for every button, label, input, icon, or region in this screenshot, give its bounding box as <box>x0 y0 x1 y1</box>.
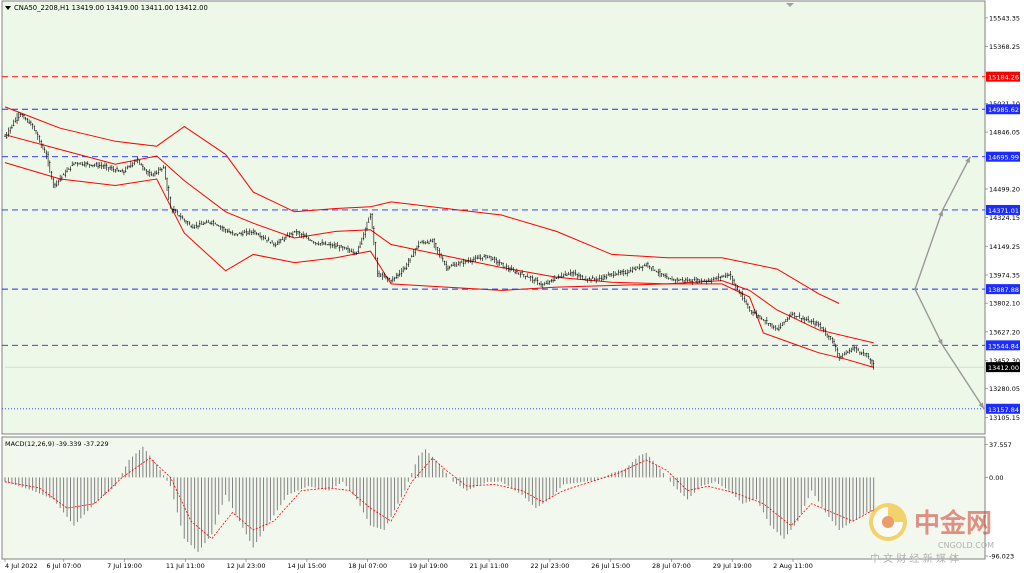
x-tick-label: 4 Jul 2022 <box>5 562 38 570</box>
brand-tagline: 中 文 财 经 新 媒 体 <box>870 552 959 565</box>
y-tick-label: 13802.10 <box>989 300 1020 308</box>
level-label: 14985.62 <box>988 106 1019 114</box>
level-label-bg <box>986 204 1020 215</box>
x-tick-label: 21 Jul 11:00 <box>470 562 509 570</box>
y-tick-label: 13452.30 <box>989 357 1020 365</box>
arrow-head-icon <box>938 209 944 217</box>
macd-signal-line <box>4 457 874 540</box>
brand-cn: 中金网 <box>914 508 992 539</box>
scenario-arrow <box>942 344 985 410</box>
level-label: 13887.88 <box>988 286 1019 294</box>
y-tick-label: 15543.35 <box>989 14 1020 22</box>
scroll-marker-icon[interactable] <box>786 3 794 7</box>
macd-axis: 37.557 0.00 -96.023 <box>985 441 1014 561</box>
x-tick-label: 29 Jul 19:00 <box>713 562 752 570</box>
level-label: 14695.99 <box>988 154 1019 162</box>
x-tick-label: 19 Jul 19:00 <box>409 562 448 570</box>
y-tick-label: 15368.25 <box>989 43 1020 51</box>
watermark: 中金网 CNGOLD.COM 中 文 财 经 新 媒 体 <box>866 498 1016 568</box>
arrow-head-icon <box>965 156 971 164</box>
y-tick-label: 13105.15 <box>989 414 1020 422</box>
bollinger-bands <box>4 106 874 368</box>
signal-line <box>4 457 874 540</box>
band-lower-line <box>4 162 874 368</box>
levels-layer <box>2 76 985 410</box>
last-price-label-bg <box>986 362 1020 373</box>
arrow-head-icon <box>978 402 984 409</box>
x-tick-label: 2 Aug 11:00 <box>773 562 813 570</box>
band-middle-line <box>4 134 874 344</box>
x-tick-label: 6 Jul 07:00 <box>46 562 81 570</box>
x-tick-label: 18 Jul 07:00 <box>348 562 387 570</box>
level-label-bg <box>986 71 1020 82</box>
scenario-arrow <box>942 156 971 211</box>
level-label-bg <box>986 151 1020 162</box>
level-label: 13544.84 <box>988 342 1019 350</box>
level-label: 13157.84 <box>988 406 1019 414</box>
macd-tick-label: 0.00 <box>989 474 1003 482</box>
macd-tick-label: -96.023 <box>989 553 1014 561</box>
x-tick-label: 12 Jul 23:00 <box>227 562 266 570</box>
scenario-arrow <box>914 209 944 290</box>
last-price-label: 13412.00 <box>988 364 1019 372</box>
x-tick-label: 7 Jul 19:00 <box>107 562 142 570</box>
level-label-bg <box>986 284 1020 295</box>
level-label-bg <box>986 104 1020 115</box>
y-tick-label: 14499.20 <box>989 185 1020 193</box>
y-tick-label: 15021.10 <box>989 100 1020 108</box>
macd-tick-label: 37.557 <box>989 441 1012 449</box>
scenario-arrows <box>914 156 985 410</box>
y-tick-label: 13974.35 <box>989 271 1020 279</box>
price-pane[interactable] <box>1 0 986 435</box>
macd-histogram <box>4 446 875 552</box>
y-tick-label: 13627.20 <box>989 328 1020 336</box>
level-labels: 15184.26 14985.62 14695.99 14371.01 13887.88… <box>986 71 1020 414</box>
band-upper-line <box>4 106 840 304</box>
x-tick-label: 14 Jul 15:00 <box>287 562 326 570</box>
scenario-arrow <box>914 288 944 346</box>
triangle-down-icon[interactable] <box>5 6 11 10</box>
level-label-bg <box>986 403 1020 414</box>
level-label-bg <box>986 340 1020 351</box>
x-tick-label: 22 Jul 23:00 <box>530 562 569 570</box>
y-tick-label: 14324.15 <box>989 214 1020 222</box>
x-tick-label: 11 Jul 11:00 <box>166 562 205 570</box>
y-tick-label: 14149.25 <box>989 243 1020 251</box>
level-label: 14371.01 <box>988 207 1019 215</box>
candles <box>4 111 875 370</box>
x-tick-label: 26 Jul 15:00 <box>591 562 630 570</box>
y-tick-label: 13280.05 <box>989 385 1020 393</box>
brand-url: CNGOLD.COM <box>938 541 994 550</box>
cngold-logo <box>869 503 907 541</box>
macd-pane[interactable] <box>1 436 986 560</box>
y-tick-label: 14846.05 <box>989 129 1020 137</box>
price-axis: 15543.35 15368.25 15021.10 14846.05 14499.20… <box>985 14 1020 422</box>
macd-title: MACD(12,26,9) -39.339 -37.229 <box>5 440 109 448</box>
x-tick-label: 28 Jul 07:00 <box>652 562 691 570</box>
arrow-head-icon <box>937 338 943 346</box>
time-axis: 4 Jul 2022 6 Jul 07:00 7 Jul 19:00 11 Jul 1… <box>4 559 813 570</box>
level-label: 15184.26 <box>988 74 1019 82</box>
symbol-info: CNA50_2208,H1 13419.00 13419.00 13411.00… <box>14 4 208 12</box>
